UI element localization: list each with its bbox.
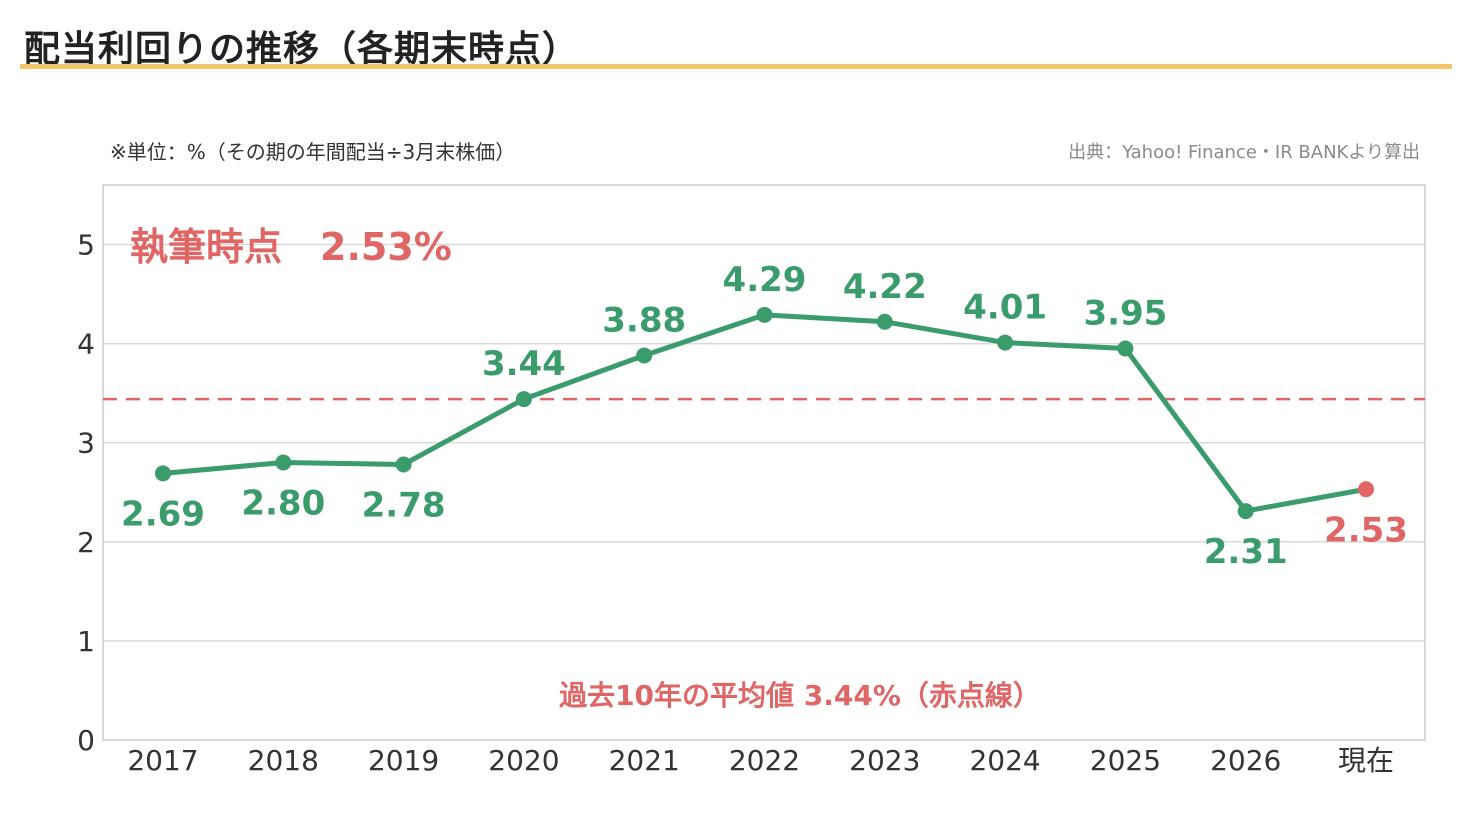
- unit-note: ※単位：%（その期の年間配当÷3月末株価）: [110, 140, 516, 164]
- y-tick-label: 2: [77, 526, 95, 559]
- data-point: [756, 306, 773, 323]
- page-title: 配当利回りの推移（各期末時点）: [24, 29, 580, 70]
- data-label: 3.88: [602, 300, 686, 340]
- data-point: [1358, 481, 1374, 498]
- grid-layer: [103, 243, 1425, 642]
- data-label: 3.44: [482, 344, 566, 384]
- data-point: [395, 456, 412, 473]
- data-point: [515, 391, 532, 408]
- source-note: 出典：Yahoo! Finance・IR BANKより算出: [1068, 142, 1420, 163]
- average-callout: 過去10年の平均値 3.44%（赤点線）: [559, 679, 1041, 712]
- data-label: 3.95: [1083, 294, 1167, 334]
- x-tick-label: 2022: [729, 744, 800, 777]
- x-tick-labels: 2017 2018 2019 2020 2021 2022 2023 2024 2025 2026…: [127, 744, 1394, 777]
- y-tick-label: 0: [77, 724, 95, 757]
- y-tick-label: 1: [77, 625, 95, 658]
- x-tick-label: 2017: [127, 744, 198, 777]
- x-tick-label: 2018: [248, 744, 319, 777]
- y-tick-labels: 0 1 2 3 4 5: [77, 228, 95, 757]
- x-tick-label: 2024: [969, 744, 1040, 777]
- current-yield-callout: 執筆時点 2.53%: [130, 225, 452, 269]
- data-point: [636, 347, 653, 364]
- data-points: [155, 306, 1374, 520]
- y-tick-label: 5: [77, 228, 95, 261]
- data-label: 2.31: [1204, 532, 1288, 572]
- y-tick-label: 4: [77, 328, 95, 361]
- x-tick-label: 2019: [368, 744, 439, 777]
- data-label: 2.80: [241, 484, 325, 524]
- data-label: 4.01: [963, 288, 1047, 328]
- x-tick-label: 2020: [488, 744, 559, 777]
- x-tick-label: 2021: [609, 744, 680, 777]
- data-point: [1117, 340, 1134, 357]
- data-label: 4.22: [843, 267, 927, 307]
- data-label: 4.29: [723, 260, 807, 300]
- data-label: 2.69: [121, 494, 205, 534]
- data-point: [1237, 503, 1254, 520]
- title-underline: [20, 64, 1452, 69]
- data-point: [997, 334, 1014, 351]
- x-tick-label: 2023: [849, 744, 920, 777]
- x-tick-label: 2025: [1090, 744, 1161, 777]
- data-point: [275, 454, 292, 471]
- y-tick-label: 3: [77, 427, 95, 460]
- x-tick-label: 2026: [1210, 744, 1281, 777]
- x-tick-label: 現在: [1338, 744, 1394, 777]
- data-point: [155, 465, 171, 482]
- data-label: 2.53: [1324, 510, 1408, 550]
- data-label: 2.78: [362, 485, 446, 525]
- data-point: [876, 313, 893, 330]
- data-labels: 2.69 2.80 2.78 3.44 3.88 4.29 4.22 4.01 3.95 2.31…: [121, 260, 1408, 572]
- plot-frame: [102, 184, 1426, 741]
